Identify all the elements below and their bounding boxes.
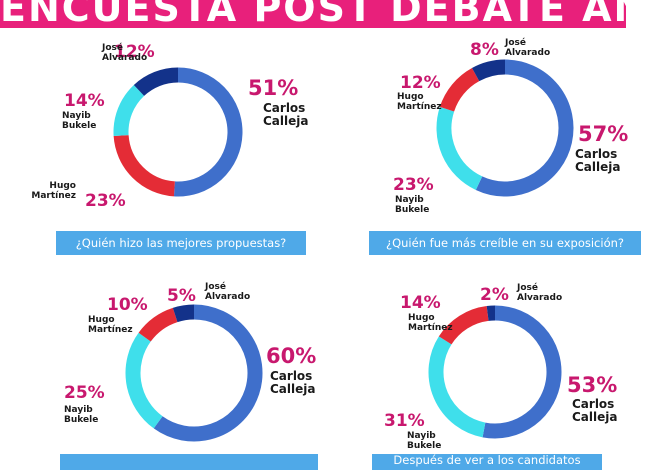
donut-1-name-bukele-2: Bukele <box>62 121 96 131</box>
donut-4-name-martínez-1: Hugo <box>408 313 435 323</box>
title-banner: ENCUESTA POST DEBATE ANEP <box>0 0 626 28</box>
donut-1-name-martínez-2: Martínez <box>31 191 76 201</box>
donut-4-name-bukele-2: Bukele <box>407 441 441 451</box>
donut-3-slice-alvarado <box>172 304 195 323</box>
donut-3-value-alvarado: 5% <box>167 286 196 306</box>
donut-4-slice-martínez <box>438 306 489 345</box>
donut-4-name-bukele-1: Nayib <box>407 431 436 441</box>
donut-4-value-martínez: 14% <box>400 293 441 313</box>
donut-2-name-alvarado-2: Alvarado <box>505 48 550 58</box>
donut-1-name-bukele-1: Nayib <box>62 111 91 121</box>
donut-2-slice-bukele <box>436 106 483 190</box>
donut-4-slice-calleja <box>482 305 562 439</box>
page-title: ENCUESTA POST DEBATE ANEP <box>0 0 626 28</box>
donut-3-value-martínez: 10% <box>107 295 148 315</box>
donut-3-slice-martínez <box>138 307 178 342</box>
donut-3-value-bukele: 25% <box>64 383 105 403</box>
donut-1-slice-alvarado <box>133 67 179 97</box>
donut-2-name-bukele-1: Nayib <box>395 195 424 205</box>
donut-4-name-calleja-2: Calleja <box>572 410 617 424</box>
donut-3-name-alvarado-2: Alvarado <box>205 292 250 302</box>
donut-1-name-calleja-2: Calleja <box>263 114 308 128</box>
donut-3-name-bukele-2: Bukele <box>64 415 98 425</box>
donut-3-slice-bukele <box>125 332 163 429</box>
question-bar-3 <box>60 454 318 470</box>
donut-2-slice-martínez <box>439 67 480 112</box>
donut-1-name-calleja-1: Carlos <box>263 101 305 115</box>
donut-2-value-bukele: 23% <box>393 175 434 195</box>
donut-2-name-martínez-1: Hugo <box>397 92 424 102</box>
donut-1-value-alvarado: 12% <box>114 42 155 62</box>
donut-4-name-alvarado-2: Alvarado <box>517 293 562 303</box>
donut-2-name-calleja-2: Calleja <box>575 160 620 174</box>
question-bar-1: ¿Quién hizo las mejores propuestas? <box>56 231 306 255</box>
donut-1-slice-martínez <box>113 134 176 197</box>
donut-1-name-alvarado-1: José <box>101 42 123 53</box>
donut-4-value-bukele: 31% <box>384 411 425 431</box>
donut-2-name-martínez-2: Martínez <box>397 102 442 112</box>
donut-1-slice-bukele <box>113 84 145 137</box>
donut-2-slice-calleja <box>475 59 574 197</box>
donut-2-value-alvarado: 8% <box>470 40 499 60</box>
donut-3-name-calleja-2: Calleja <box>270 382 315 396</box>
donut-4-value-alvarado: 2% <box>480 285 509 305</box>
donut-3-slice-calleja <box>153 304 263 442</box>
donut-2-name-alvarado-1: José <box>504 37 526 48</box>
donut-2-name-bukele-2: Bukele <box>395 205 429 215</box>
donut-1-slice-calleja <box>173 67 243 197</box>
donut-2-name-calleja-1: Carlos <box>575 147 617 161</box>
donut-3-name-bukele-1: Nayib <box>64 405 93 415</box>
donut-1-name-martínez-1: Hugo <box>49 181 76 191</box>
donut-1-value-calleja: 51% <box>248 76 298 100</box>
question-bar-2: ¿Quién fue más creíble en su exposición? <box>369 231 641 255</box>
donut-4-slice-bukele <box>428 336 486 438</box>
donut-1-value-bukele: 14% <box>64 91 105 111</box>
donut-3-name-calleja-1: Carlos <box>270 369 312 383</box>
donut-3-name-alvarado-1: José <box>204 281 226 292</box>
donut-4-name-martínez-2: Martínez <box>408 323 453 333</box>
donut-2-value-martínez: 12% <box>400 73 441 93</box>
donut-4-name-alvarado-1: José <box>516 282 538 293</box>
donut-3-name-martínez-2: Martínez <box>88 325 133 335</box>
donut-3-name-martínez-1: Hugo <box>88 315 115 325</box>
donut-3-value-calleja: 60% <box>266 344 316 368</box>
donut-2-value-calleja: 57% <box>578 122 628 146</box>
donut-4-name-calleja-1: Carlos <box>572 397 614 411</box>
donut-4-value-calleja: 53% <box>567 373 617 397</box>
donut-2-slice-alvarado <box>472 59 506 82</box>
donut-1-name-alvarado-2: Alvarado <box>102 53 147 63</box>
question-bar-4: Después de ver a los candidatos <box>372 454 602 470</box>
donut-1-value-martínez: 23% <box>85 191 126 211</box>
